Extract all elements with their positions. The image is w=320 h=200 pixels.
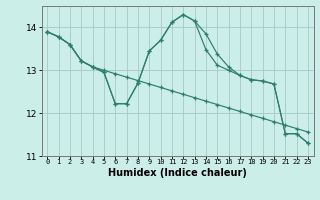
- X-axis label: Humidex (Indice chaleur): Humidex (Indice chaleur): [108, 168, 247, 178]
